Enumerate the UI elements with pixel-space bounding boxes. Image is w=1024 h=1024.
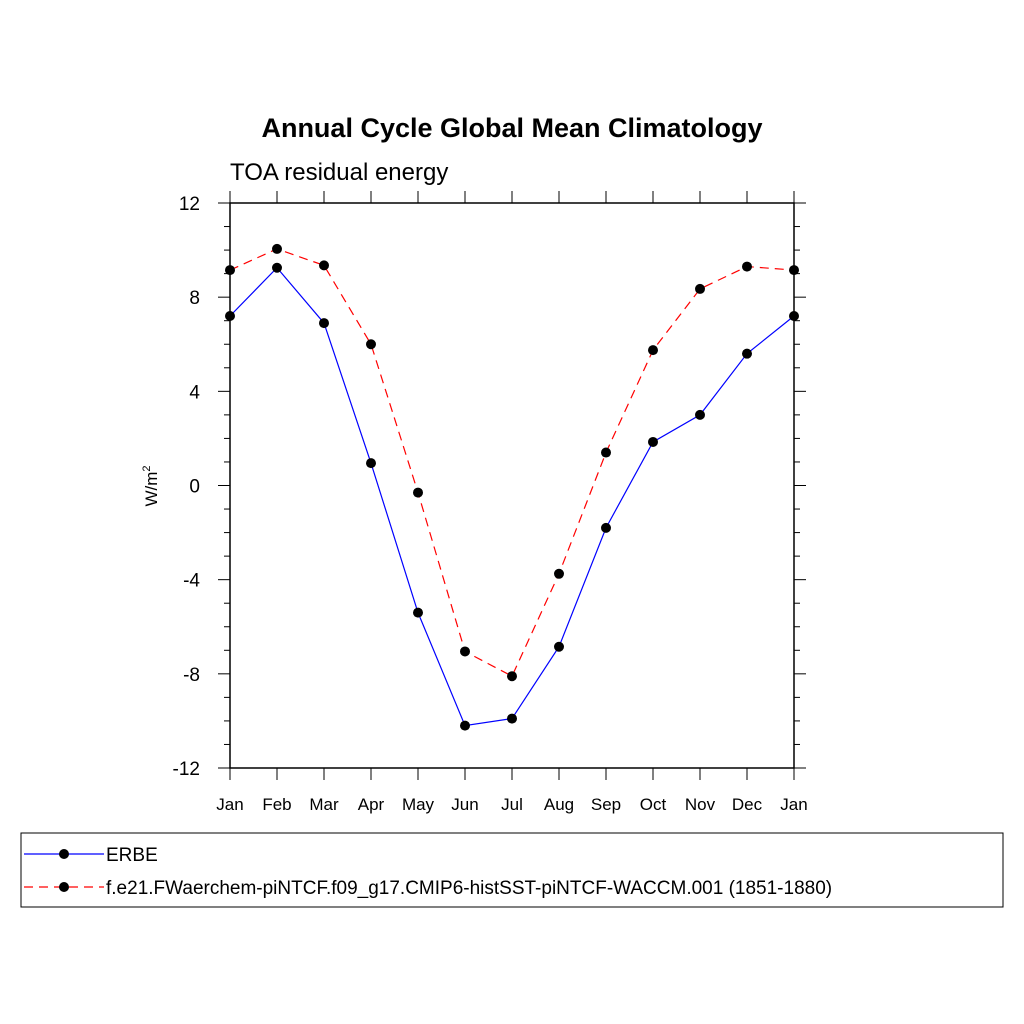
legend-box: [20, 832, 1004, 908]
x-tick-label: Jun: [451, 795, 478, 814]
plot-frame: [229, 202, 795, 769]
data-point: [366, 339, 376, 350]
y-axis-label: W/m2: [141, 465, 161, 506]
data-point: [366, 458, 376, 469]
data-point: [225, 311, 235, 321]
legend-label: ERBE: [106, 845, 158, 866]
data-point: [648, 436, 658, 447]
legend-label: f.e21.FWaerchem-piNTCF.f09_g17.CMIP6-his…: [106, 878, 832, 899]
chart-subtitle: TOA residual energy: [230, 159, 448, 186]
y-tick-label: -12: [173, 759, 200, 780]
data-point: [319, 318, 329, 329]
data-point: [695, 283, 705, 294]
data-point: [789, 265, 799, 276]
y-axis-label-unit: W/m: [142, 472, 161, 507]
series-layer: [225, 243, 799, 731]
data-point: [272, 262, 282, 273]
y-tick-label: 8: [189, 288, 200, 309]
data-point: [554, 568, 564, 579]
x-tick-label: May: [402, 795, 435, 814]
data-point: [554, 641, 564, 652]
x-tick-label: Feb: [262, 795, 291, 814]
y-tick-label: 0: [189, 477, 200, 498]
x-tick-label: Jul: [501, 795, 523, 814]
data-point: [742, 261, 752, 272]
data-point: [507, 671, 517, 682]
data-point: [413, 487, 423, 498]
x-tick-label: Dec: [732, 795, 763, 814]
data-point: [695, 409, 705, 420]
data-point: [742, 348, 752, 359]
data-point: [225, 265, 235, 276]
x-tick-label: Mar: [309, 795, 339, 814]
y-axis-label-superscript: 2: [141, 465, 153, 471]
x-tick-label: Jan: [216, 795, 243, 814]
x-tick-label: Apr: [358, 795, 385, 814]
legend: ERBE f.e21.FWaerchem-piNTCF.f09_g17.CMIP6…: [24, 845, 832, 899]
data-point: [272, 243, 282, 254]
data-point: [648, 345, 658, 356]
x-tick-label: Aug: [544, 795, 574, 814]
chart-title: Annual Cycle Global Mean Climatology: [261, 113, 762, 143]
legend-marker: [59, 849, 69, 859]
x-axis: Jan Feb Mar Apr May Jun Jul Aug Sep Oct Nov Dec Jan: [216, 191, 808, 814]
y-tick-label: -4: [183, 571, 200, 592]
y-tick-label: -8: [183, 665, 200, 686]
x-tick-label: Sep: [591, 795, 621, 814]
data-point: [460, 646, 470, 657]
x-tick-label: Jan: [780, 795, 807, 814]
data-point: [601, 447, 611, 458]
data-point: [789, 311, 799, 321]
series-line-1: [229, 248, 795, 678]
y-axis: 12 8 4 0 -4 -8 -12: [173, 194, 806, 780]
legend-marker: [59, 882, 69, 892]
y-tick-label: 4: [189, 382, 200, 403]
x-tick-label: Oct: [640, 795, 667, 814]
x-tick-label: Nov: [685, 795, 716, 814]
data-point: [413, 607, 423, 618]
data-point: [460, 720, 470, 731]
data-point: [319, 260, 329, 271]
series-line-0: [229, 266, 795, 727]
data-point: [507, 713, 517, 724]
data-point: [601, 522, 611, 533]
y-tick-label: 12: [179, 194, 200, 215]
